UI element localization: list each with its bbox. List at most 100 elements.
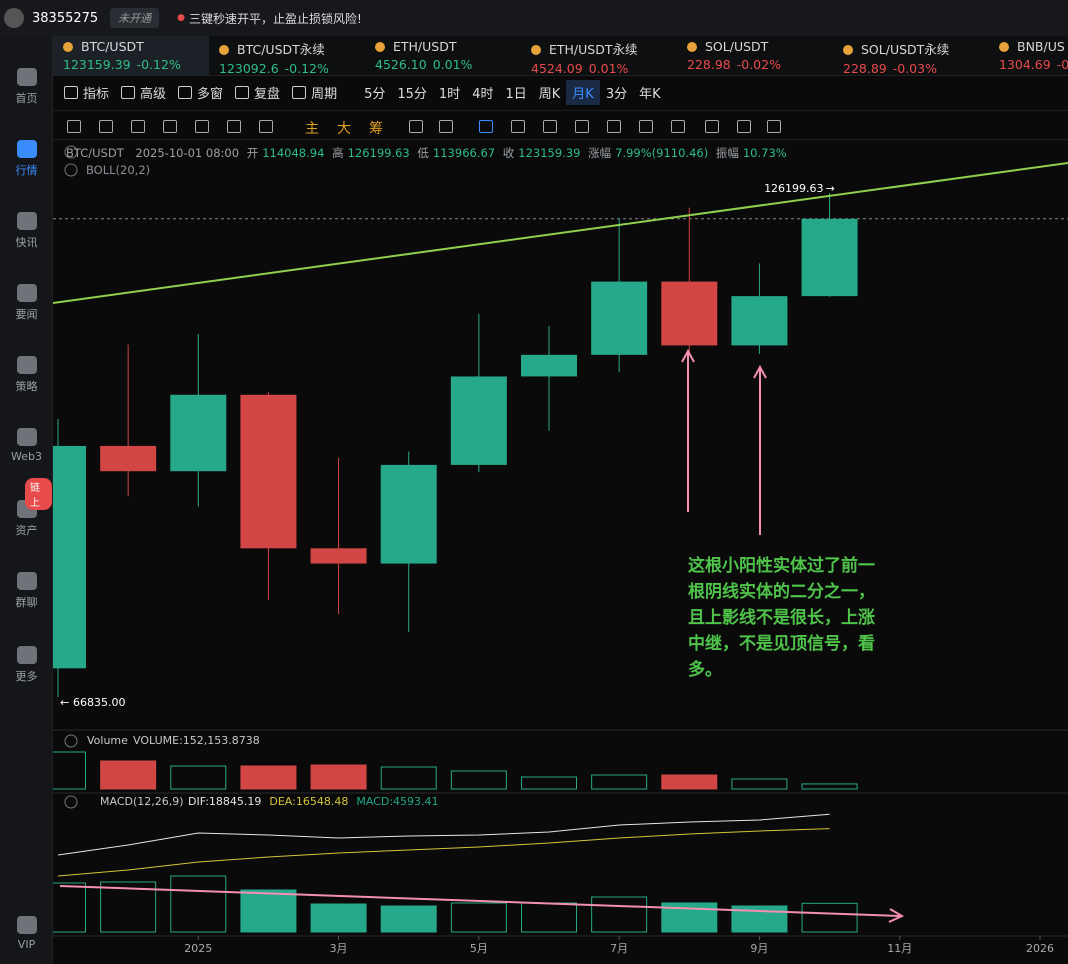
candle-body — [731, 296, 788, 346]
max-price-label: 126199.63 — [764, 182, 824, 195]
tool-button[interactable]: 周期 — [287, 81, 342, 104]
tool-icon[interactable] — [543, 120, 557, 133]
ticker-tab[interactable]: SOL/USDT永续 228.89 -0.03% — [833, 36, 989, 75]
nav-item[interactable]: 群聊 — [0, 572, 53, 610]
annotation-line: 这根小阳性实体过了前一 — [688, 556, 875, 576]
tool-icon[interactable] — [511, 120, 525, 133]
period-button[interactable]: 3分 — [605, 86, 628, 102]
ticker-change: -0.03% — [892, 61, 937, 76]
ticker-tab[interactable]: BNB/US 1304.69 -0. — [989, 36, 1068, 75]
tool-button[interactable]: 复盘 — [230, 81, 285, 104]
ticker-change: -0.02% — [736, 57, 781, 72]
boll: BOLL(20,2) — [86, 163, 151, 177]
indicator: BOLL(20,2) — [66, 163, 150, 177]
nav-item[interactable]: VIP — [0, 916, 53, 951]
tool-icon[interactable] — [439, 120, 453, 133]
annotation-line: 且上影线不是很长，上涨 — [688, 608, 875, 628]
period-button[interactable]: 周K — [538, 86, 561, 102]
ticker-name: SOL/USDT — [687, 39, 833, 54]
volume-bar — [731, 778, 788, 790]
status[interactable]: 未开通 — [110, 8, 160, 28]
volume-bar — [801, 783, 858, 790]
ticker-price-row: 123092.6 -0.12% — [219, 61, 365, 76]
ticker-price-row: 228.98 -0.02% — [687, 57, 833, 72]
annotation-line: 多。 — [688, 660, 722, 680]
period-button[interactable]: 4时 — [472, 86, 494, 102]
volume-title: Volume — [87, 734, 128, 747]
tool-icon[interactable] — [575, 120, 589, 133]
volume-bar — [450, 770, 507, 790]
ticker-tab[interactable]: SOL/USDT 228.98 -0.02% — [677, 36, 833, 75]
ticker-price: 123092.6 — [219, 61, 279, 76]
nav-item[interactable]: 快讯 — [0, 212, 53, 250]
candle-body — [801, 218, 858, 297]
tool-icon[interactable] — [607, 120, 621, 133]
min-price-label: 66835.00 — [73, 696, 126, 709]
tool-icon[interactable] — [131, 120, 145, 133]
nav-item[interactable]: 行情 — [0, 140, 53, 178]
macd-bar — [100, 881, 157, 933]
tool-icon[interactable] — [163, 120, 177, 133]
candle-body — [240, 394, 297, 549]
tool-icon[interactable] — [67, 120, 81, 133]
period-button[interactable]: 1时 — [438, 86, 461, 102]
tool-icon[interactable] — [479, 120, 493, 133]
tool-icon[interactable] — [767, 120, 781, 133]
tool-text[interactable]: 大 — [337, 121, 351, 137]
label: 高 — [332, 146, 344, 160]
arrows — [59, 348, 905, 923]
tool-icon[interactable] — [409, 120, 423, 133]
ticker-change: 0.01% — [588, 61, 629, 76]
ticker-tab[interactable]: ETH/USDT永续 4524.09 0.01% — [521, 36, 677, 75]
tool-icon[interactable] — [737, 120, 751, 133]
tool-icon[interactable] — [227, 120, 241, 133]
ticker-price-row: 123159.39 -0.12% — [63, 57, 209, 72]
nav-icon — [16, 68, 37, 86]
nav-label: VIP — [17, 938, 36, 951]
volume-bar — [310, 764, 367, 790]
tool-button[interactable]: 高级 — [116, 81, 171, 104]
tool-button[interactable]: 多窗 — [173, 81, 228, 104]
ticker-price: 123159.39 — [63, 57, 131, 72]
legend-entry: DIF:18845.19 — [188, 795, 261, 808]
tool-icon[interactable] — [99, 120, 113, 133]
nav-item[interactable]: 首页 — [0, 68, 53, 106]
annotation: 这根小阳性实体过了前一 根阴线实体的二分之一， 且上影线不是很长，上涨 中继，不是见顶… — [688, 553, 875, 683]
nav-item[interactable]: Web3 — [0, 428, 53, 463]
tool-icon[interactable] — [639, 120, 653, 133]
label: 低 — [417, 146, 429, 160]
tool-text[interactable]: 主 — [305, 121, 319, 137]
candle-body — [521, 354, 577, 377]
ticker-tab[interactable]: BTC/USDT永续 123092.6 -0.12% — [209, 36, 365, 75]
period-button[interactable]: 15分 — [397, 86, 427, 102]
ticker-price-row: 4524.09 0.01% — [531, 61, 677, 76]
ticker-tab[interactable]: ETH/USDT 4526.10 0.01% — [365, 36, 521, 75]
notice[interactable]: 三键秒速开平，止盈止损锁风险! — [189, 11, 362, 26]
macd-title: MACD(12,26,9) — [100, 795, 184, 808]
badge: 链上 — [25, 478, 52, 510]
nav-icon — [16, 916, 37, 934]
amplitude: 10.73% — [742, 146, 787, 160]
tool-icon[interactable] — [705, 120, 719, 133]
tool-icon[interactable] — [259, 120, 273, 133]
label: 开 — [246, 146, 259, 160]
tool-button[interactable]: 指标 — [59, 81, 114, 104]
nav-item[interactable]: 更多 — [0, 646, 53, 684]
drawing-toolbar: 主大筹 — [53, 110, 1068, 140]
period-button[interactable]: 月K — [566, 79, 600, 105]
x-tick-label: 3月 — [330, 942, 348, 955]
nav-item[interactable]: 策略 — [0, 356, 53, 394]
nav-label: 更多 — [15, 670, 38, 683]
macd-bar — [801, 902, 858, 933]
ticker-change: -0. — [1056, 57, 1068, 72]
tool-text[interactable]: 筹 — [369, 121, 383, 137]
tool-icon[interactable] — [195, 120, 209, 133]
ticker-tab[interactable]: BTC/USDT 123159.39 -0.12% — [53, 36, 209, 75]
period-button[interactable]: 1日 — [505, 86, 527, 102]
tool-icon[interactable] — [671, 120, 685, 133]
period-button[interactable]: 5分 — [364, 86, 386, 102]
volume-bar — [521, 776, 577, 790]
nav-item[interactable]: 要闻 — [0, 284, 53, 322]
period-button[interactable]: 年K — [639, 86, 661, 102]
